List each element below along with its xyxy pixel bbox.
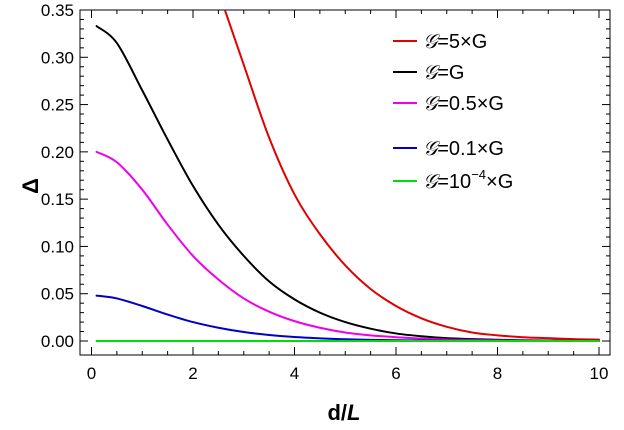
legend-superscript: −4	[471, 167, 486, 182]
legend-suffix: =5×G	[437, 31, 487, 53]
legend-label-4: 𝒢=10−4×G	[423, 167, 513, 193]
series-line-2	[95, 150, 600, 342]
x-axis-title-part-1: d/	[327, 400, 347, 425]
series-line-0	[223, 10, 600, 341]
legend-label-0: 𝒢=5×G	[423, 29, 487, 53]
y-tick-label: 0.35	[41, 1, 74, 20]
legend-script-g: 𝒢	[423, 91, 441, 115]
legend-suffix: =G	[437, 62, 464, 84]
x-axis-title: d/L	[327, 400, 360, 425]
series-lines	[95, 10, 600, 343]
y-tick-label: 0.05	[41, 285, 74, 304]
y-tick-label: 0.20	[41, 143, 74, 162]
series-line-3	[95, 294, 600, 343]
plot-frame	[79, 9, 611, 356]
y-tick-label: 0.10	[41, 237, 74, 256]
x-tick-label: 0	[87, 364, 96, 383]
legend-script-g: 𝒢	[423, 29, 441, 53]
y-tick-label: 0.00	[41, 332, 74, 351]
legend-label-3: 𝒢=0.1×G	[423, 136, 504, 160]
legend-script-g: 𝒢	[423, 169, 441, 193]
x-tick-label: 6	[391, 364, 400, 383]
legend: 𝒢=5×G𝒢=G𝒢=0.5×G𝒢=0.1×G𝒢=10−4×G	[393, 29, 513, 193]
legend-label-1: 𝒢=G	[423, 60, 465, 84]
y-tick-label: 0.30	[41, 48, 74, 67]
y-tick-label: 0.15	[41, 190, 74, 209]
x-axis-title-part-2: L	[347, 400, 360, 425]
legend-suffix: ×G	[486, 171, 513, 193]
legend-suffix: =0.5×G	[437, 93, 504, 115]
x-tick-label: 2	[188, 364, 197, 383]
y-axis-ticks: 0.00 0.05 0.10 0.15 0.20 0.25 0.30 0.35	[41, 1, 610, 351]
series-line-1	[95, 25, 600, 342]
x-tick-label: 10	[590, 364, 609, 383]
x-tick-label: 8	[493, 364, 502, 383]
y-tick-label: 0.25	[41, 96, 74, 115]
x-axis-ticks: 0 2 4 6 8 10	[87, 10, 609, 383]
legend-script-g: 𝒢	[423, 136, 441, 160]
legend-script-g: 𝒢	[423, 60, 441, 84]
x-tick-label: 4	[290, 364, 299, 383]
legend-label-2: 𝒢=0.5×G	[423, 91, 504, 115]
legend-main: =10	[437, 171, 471, 193]
legend-suffix: =0.1×G	[437, 138, 504, 160]
y-axis-title: Δ	[18, 178, 43, 194]
